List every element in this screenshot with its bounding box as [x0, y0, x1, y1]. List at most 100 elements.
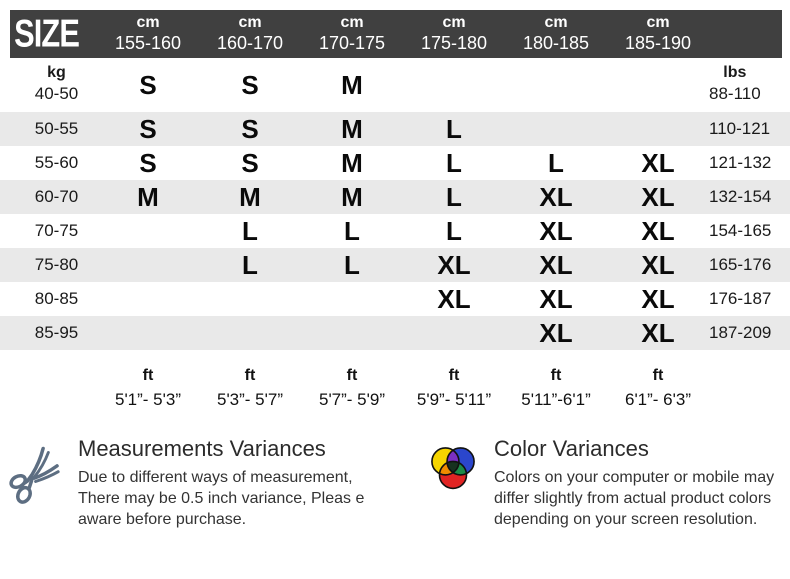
size-cell: L: [446, 215, 462, 246]
height-column-footer: ft 5'1”- 5'3”: [97, 366, 199, 411]
size-cell: XL: [641, 181, 675, 212]
size-cell: XL: [539, 317, 573, 348]
height-column-footer: ft 5'3”- 5'7”: [199, 366, 301, 411]
size-cell: M: [239, 181, 261, 212]
color-note: Color Variances Colors on your computer …: [426, 436, 788, 530]
height-column-header: cm 180-185: [505, 14, 607, 54]
cm-unit-label: cm: [238, 13, 262, 31]
size-cell: XL: [641, 215, 675, 246]
ft-range: 5'7”- 5'9”: [318, 389, 386, 409]
cm-unit-label: cm: [136, 13, 160, 31]
measurements-note-title: Measurements Variances: [78, 436, 326, 461]
size-cell: XL: [539, 181, 573, 212]
kg-range: 75-80: [34, 255, 79, 274]
height-column-header: cm 175-180: [403, 14, 505, 54]
color-note-line: Colors on your computer or mobile may: [494, 469, 775, 486]
scissors-icon: [6, 442, 64, 511]
size-cell: XL: [437, 249, 471, 280]
table-row: 85-95 XL XL 187-209: [0, 316, 790, 350]
size-cell: M: [341, 181, 363, 212]
color-note-body: Color Variances Colors on your computer …: [494, 436, 774, 530]
color-circles-icon: [426, 442, 480, 501]
ft-unit-label: ft: [142, 367, 154, 384]
lbs-range: 88-110: [709, 84, 761, 104]
size-cell: S: [241, 69, 259, 100]
height-column-header: cm 155-160: [97, 14, 199, 54]
size-cell: S: [139, 113, 157, 144]
lbs-range: 154-165: [709, 221, 772, 240]
table-row: 80-85 XL XL XL 176-187: [0, 282, 790, 316]
size-cell: XL: [641, 317, 675, 348]
table-row: 70-75 L L L XL XL 154-165: [0, 214, 790, 248]
size-cell: M: [341, 69, 363, 100]
cm-range: 160-170: [216, 33, 284, 54]
cm-unit-label: cm: [442, 13, 466, 31]
cm-range: 170-175: [318, 33, 386, 54]
measurements-note-body: Measurements Variances Due to different …: [78, 436, 364, 530]
color-note-title: Color Variances: [494, 436, 649, 461]
kg-range: 70-75: [34, 221, 79, 240]
table-row: 60-70 M M M L XL XL 132-154: [0, 180, 790, 214]
ft-range: 5'9”- 5'11”: [416, 389, 492, 409]
height-column-header: cm 160-170: [199, 14, 301, 54]
kg-range: 60-70: [34, 187, 79, 206]
height-column-footer: ft 5'7”- 5'9”: [301, 366, 403, 411]
table-row: kg 40-50 S S M lbs 88-110: [0, 58, 790, 112]
cm-range: 185-190: [624, 33, 692, 54]
lbs-range: 121-132: [709, 153, 772, 172]
size-logo-text: SIZE: [14, 11, 80, 56]
ft-range: 5'11”-6'1”: [521, 389, 591, 409]
cm-range: 175-180: [420, 33, 488, 54]
table-header: SIZE cm 155-160 cm 160-170 cm 170-175 cm…: [0, 10, 790, 58]
ft-unit-label: ft: [550, 367, 562, 384]
size-cell: S: [139, 147, 157, 178]
kg-range: 85-95: [34, 323, 79, 342]
measurements-note-line: Due to different ways of measurement,: [78, 469, 353, 486]
size-cell: XL: [641, 249, 675, 280]
size-cell: XL: [539, 249, 573, 280]
size-cell: L: [446, 147, 462, 178]
height-column-footer: ft 5'9”- 5'11”: [403, 366, 505, 411]
kg-axis-cell: kg 40-50: [0, 63, 97, 107]
kg-range: 40-50: [34, 84, 79, 104]
table-row: 50-55 S S M L 110-121: [0, 112, 790, 146]
lbs-range: 176-187: [709, 289, 772, 308]
ft-unit-label: ft: [448, 367, 460, 384]
size-cell: XL: [539, 283, 573, 314]
cm-unit-label: cm: [544, 13, 568, 31]
lbs-range: 132-154: [709, 187, 772, 206]
size-cell: S: [139, 69, 157, 100]
size-cell: M: [341, 147, 363, 178]
measurements-note-line: aware before purchase.: [78, 511, 247, 529]
size-cell: L: [242, 249, 258, 280]
ft-range: 6'1”- 6'3”: [624, 389, 692, 409]
size-cell: XL: [641, 147, 675, 178]
height-column-header: cm 185-190: [607, 14, 709, 54]
size-logo: SIZE: [0, 10, 97, 58]
ft-unit-label: ft: [244, 367, 256, 384]
size-cell: M: [137, 181, 159, 212]
height-column-footer: ft 5'11”-6'1”: [505, 366, 607, 411]
size-cell: S: [241, 113, 259, 144]
kg-range: 80-85: [34, 289, 79, 308]
lbs-range: 187-209: [709, 323, 772, 342]
size-cell: XL: [641, 283, 675, 314]
lbs-range: 110-121: [709, 119, 771, 138]
size-cell: L: [242, 215, 258, 246]
table-row: 75-80 L L XL XL XL 165-176: [0, 248, 790, 282]
table-row: 55-60 S S M L L XL 121-132: [0, 146, 790, 180]
lbs-unit-label: lbs: [723, 64, 747, 82]
kg-range: 50-55: [34, 119, 79, 138]
size-cell: XL: [539, 215, 573, 246]
kg-unit-label: kg: [47, 64, 66, 82]
cm-unit-label: cm: [340, 13, 364, 31]
size-cell: L: [446, 181, 462, 212]
size-cell: L: [446, 113, 462, 144]
ft-range: 5'3”- 5'7”: [216, 389, 284, 409]
kg-range: 55-60: [34, 153, 79, 172]
cm-unit-label: cm: [646, 13, 670, 31]
cm-range: 155-160: [114, 33, 182, 54]
size-cell: L: [344, 249, 360, 280]
height-column-header: cm 170-175: [301, 14, 403, 54]
cm-range: 180-185: [522, 33, 590, 54]
